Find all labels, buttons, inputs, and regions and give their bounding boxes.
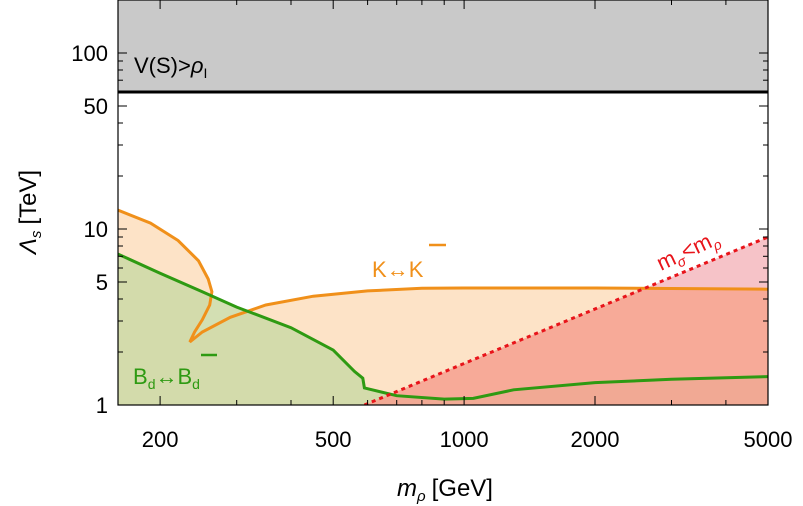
y-axis-title: Λs [TeV] xyxy=(15,170,45,256)
x-tick-label-2000: 2000 xyxy=(571,427,620,452)
sigma-region xyxy=(364,288,768,405)
kk-annotation: K↔K xyxy=(372,243,446,282)
bd-boundary-line xyxy=(118,252,768,401)
y-tick-labels: 1 5 10 50 100 xyxy=(71,41,108,418)
x-axis-unit: [GeV] xyxy=(432,475,493,502)
bd-annotation-arrow: ↔ xyxy=(155,364,177,389)
bd-annotation: Bd↔Bd xyxy=(133,353,217,392)
kk-annotation-kbar: K xyxy=(409,257,424,282)
x-axis-subscript: ρ xyxy=(416,488,426,505)
y-tick-label-50: 50 xyxy=(84,94,108,119)
x-tick-label-200: 200 xyxy=(142,427,179,452)
gray-region-annotation: V(S)>ρI xyxy=(134,53,207,81)
y-tick-label-100: 100 xyxy=(71,41,108,66)
bd-annotation-bbar: B xyxy=(177,364,192,389)
kk-annotation-pre: K↔ xyxy=(372,257,409,282)
bd-annotation-text: Bd↔Bd xyxy=(133,364,200,392)
bd-annotation-sub1: d xyxy=(148,376,156,392)
sigma-boundary-line xyxy=(363,235,768,405)
bd-annotation-b: B xyxy=(133,364,148,389)
x-tick-labels: 200 500 1000 2000 5000 xyxy=(142,427,793,452)
axis-ticks xyxy=(118,0,769,406)
gray-excluded-region xyxy=(118,0,768,93)
y-axis-symbol: Λ xyxy=(15,238,42,256)
y-axis-subscript: s xyxy=(28,230,45,238)
y-tick-label-10: 10 xyxy=(84,217,108,242)
bd-excluded-region xyxy=(118,254,768,405)
kk-boundary-line xyxy=(118,208,768,344)
plot-frame xyxy=(117,0,769,406)
x-axis-title: mρ [GeV] xyxy=(397,475,493,505)
gray-annotation-sub: I xyxy=(203,65,207,81)
regions xyxy=(118,0,768,405)
x-tick-label-500: 500 xyxy=(315,427,352,452)
x-tick-label-5000: 5000 xyxy=(744,427,793,452)
y-axis-unit: [TeV] xyxy=(15,170,42,225)
kk-annotation-text: K↔K xyxy=(372,257,424,282)
gray-annotation-rho: ρ xyxy=(190,53,204,78)
bd-annotation-sub2: d xyxy=(192,376,200,392)
gray-annotation-text: V(S)> xyxy=(134,53,191,78)
x-axis-symbol: m xyxy=(397,475,417,502)
x-tick-label-1000: 1000 xyxy=(440,427,489,452)
y-tick-label-5: 5 xyxy=(96,270,108,295)
y-tick-label-1: 1 xyxy=(96,393,108,418)
